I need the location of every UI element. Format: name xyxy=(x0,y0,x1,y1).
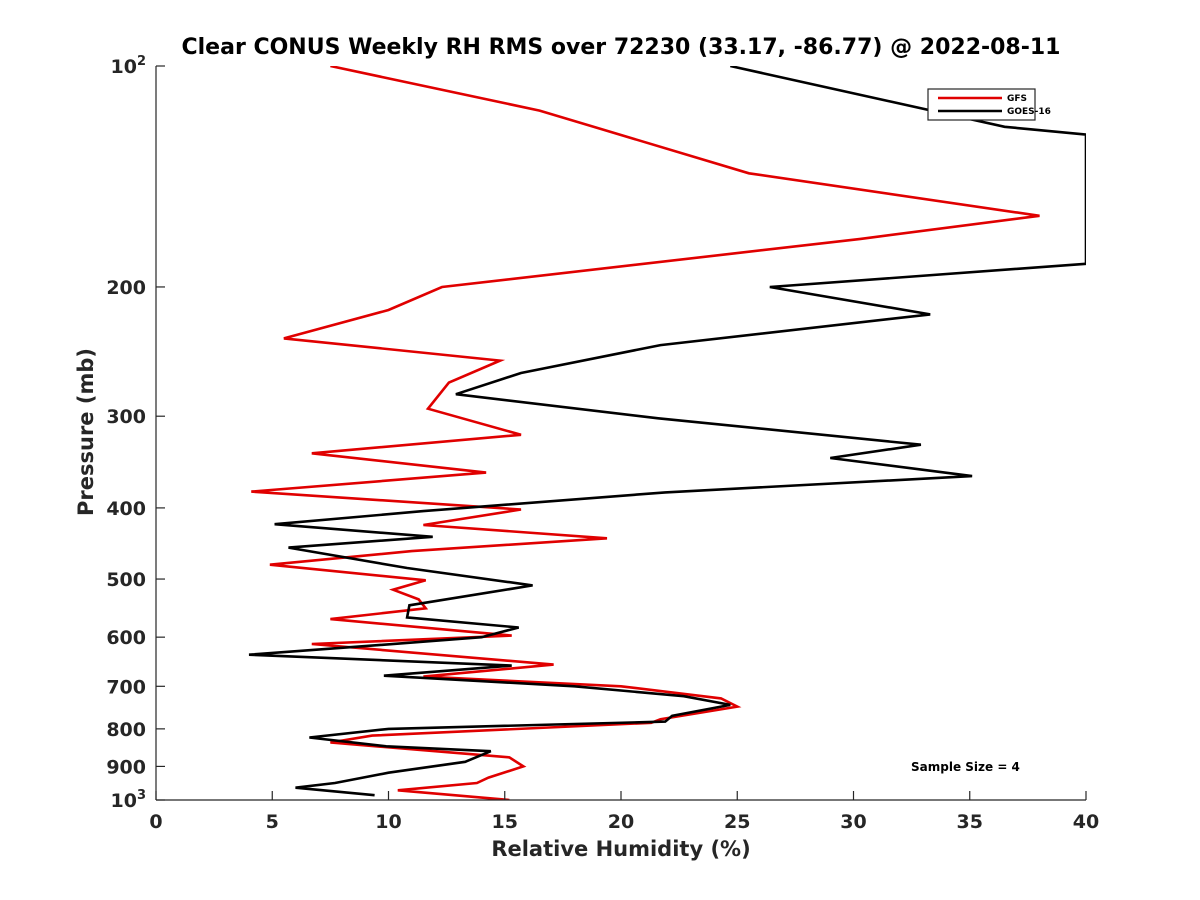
x-tick-label: 20 xyxy=(608,811,634,833)
series-layer xyxy=(248,66,1086,800)
legend: GFS GOES-16 xyxy=(927,88,1051,121)
y-tick-label: 200 xyxy=(106,277,146,299)
x-tick-label: 5 xyxy=(266,811,279,833)
x-tick-label: 30 xyxy=(840,811,866,833)
x-tick-label: 0 xyxy=(149,811,162,833)
y-tick-label: 700 xyxy=(106,676,146,698)
y-axis-label: Pressure (mb) xyxy=(74,348,98,516)
x-tick-label: 40 xyxy=(1073,811,1099,833)
x-tick-label: 10 xyxy=(375,811,401,833)
x-tick-label: 15 xyxy=(492,811,518,833)
y-tick-label: 900 xyxy=(106,756,146,778)
sample-size-annotation: Sample Size = 4 xyxy=(911,760,1020,774)
y-tick-label: 800 xyxy=(106,719,146,741)
x-tick-label: 25 xyxy=(724,811,750,833)
y-tick-label: 102 xyxy=(111,54,147,78)
legend-label-gfs: GFS xyxy=(1007,94,1027,104)
y-tick-label: 300 xyxy=(106,406,146,428)
x-tick-label: 35 xyxy=(957,811,983,833)
legend-box xyxy=(927,88,1036,121)
series-line-gfs xyxy=(251,66,1040,800)
y-tick-label: 600 xyxy=(106,627,146,649)
y-tick-label: 400 xyxy=(106,498,146,520)
chart-title: Clear CONUS Weekly RH RMS over 72230 (33… xyxy=(182,35,1061,60)
y-tick-label: 103 xyxy=(111,788,147,812)
legend-label-goes-16: GOES-16 xyxy=(1007,107,1051,117)
axes: 0 5 10 15 20 25 30 35 40 102 200 300 400 500 600 700 800… xyxy=(106,54,1099,833)
series-line-goes-16 xyxy=(248,66,1086,797)
x-axis-label: Relative Humidity (%) xyxy=(491,837,750,861)
y-tick-label: 500 xyxy=(106,569,146,591)
